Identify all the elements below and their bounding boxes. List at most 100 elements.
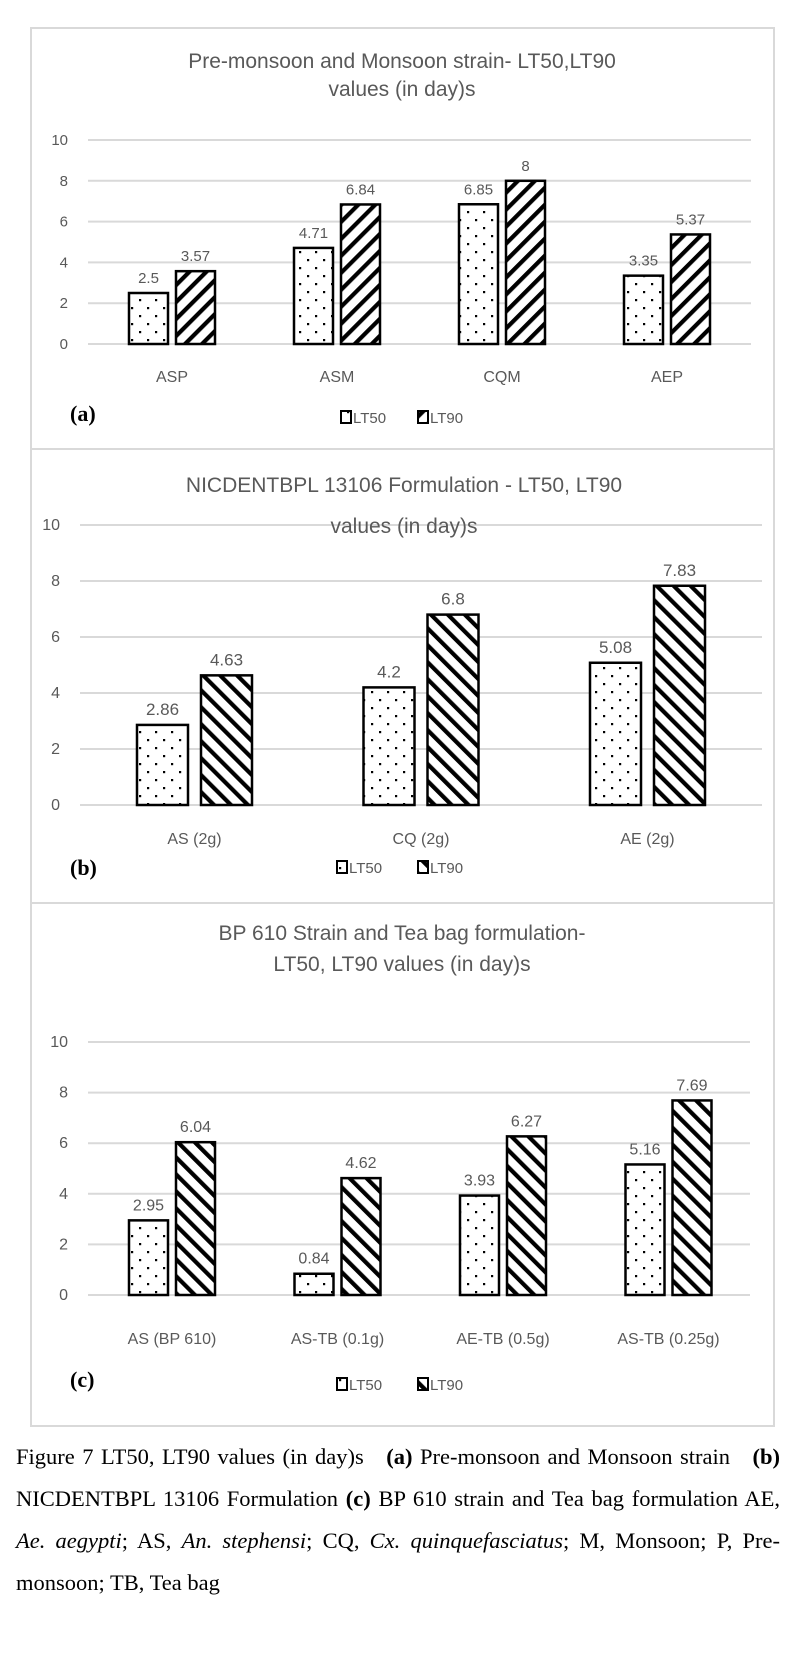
data-label: 6.84: [346, 181, 375, 198]
figure-caption: Figure 7 LT50, LT90 values (in day)s (a)…: [16, 1436, 780, 1604]
data-label: 8: [521, 158, 529, 175]
y-tick-label: 0: [59, 1287, 68, 1304]
x-category-label: ASP: [156, 369, 188, 386]
legend: LT50 LT90: [336, 860, 463, 877]
chart-title-line-2: LT50, LT90 values (in day)s: [273, 953, 530, 976]
bar-lt90: [669, 233, 712, 346]
y-tick-label: 0: [51, 797, 60, 814]
y-tick-label: 4: [60, 254, 68, 271]
y-tick-label: 6: [59, 1135, 68, 1152]
chart-title-line-2: values (in day)s: [330, 515, 477, 538]
legend-label-lt90: LT90: [430, 410, 463, 427]
data-label: 4.2: [377, 662, 401, 681]
legend: LT50 LT90: [336, 1377, 463, 1394]
figure-frame: [30, 27, 775, 1427]
chart-title-line-1: Pre-monsoon and Monsoon strain- LT50,LT9…: [188, 50, 616, 73]
bar-lt50: [624, 1163, 666, 1297]
panel-b-chart: NICDENTBPL 13106 Formulation - LT50, LT9…: [42, 474, 762, 880]
bar-lt90: [339, 203, 382, 346]
bar-lt50: [293, 1272, 335, 1297]
bar-lt50: [292, 246, 335, 346]
bar-lt50: [127, 291, 170, 346]
bar-lt90: [426, 613, 480, 807]
data-label: 6.04: [180, 1119, 211, 1136]
data-label: 2.5: [138, 270, 159, 287]
x-category-label: CQ (2g): [393, 831, 450, 848]
bar-lt50: [127, 1219, 170, 1297]
y-tick-label: 8: [51, 573, 60, 590]
data-label: 4.63: [210, 650, 243, 669]
data-label: 6.8: [441, 590, 465, 609]
bar-lt50: [457, 203, 500, 346]
y-tick-label: 10: [50, 1034, 68, 1051]
panel-label-c: (c): [70, 1367, 94, 1392]
data-label: 2.95: [133, 1197, 164, 1214]
caption-figure-title: Figure 7 LT50, LT90 values (in day)s: [16, 1444, 364, 1469]
caption-part-b-label: (b): [752, 1444, 781, 1469]
data-label: 7.83: [663, 561, 696, 580]
bar-lt90: [652, 584, 707, 807]
caption-part-b-text: NICDENTBPL 13106 Formulation: [16, 1486, 339, 1511]
y-tick-label: 10: [42, 517, 60, 534]
legend-swatch-lt90: [417, 860, 429, 874]
legend: LT50 LT90: [340, 410, 463, 427]
legend-label-lt90: LT90: [430, 1377, 463, 1394]
x-category-label: CQM: [483, 369, 520, 386]
y-tick-label: 2: [59, 1236, 68, 1253]
caption-species-cq: Cx. quinquefasciatus: [369, 1528, 563, 1553]
y-tick-label: 6: [60, 214, 68, 231]
y-tick-label: 10: [51, 132, 68, 149]
caption-rest: ; M, Monsoon; P, Pre-monsoon; TB, Tea ba…: [16, 1528, 781, 1595]
legend-label-lt90: LT90: [430, 860, 463, 877]
y-tick-label: 2: [60, 295, 68, 312]
caption-part-a-label: (a): [386, 1444, 413, 1469]
y-tick-label: 2: [51, 741, 60, 758]
figure-7-chart-panels: Pre-monsoon and Monsoon strain- LT50,LT9…: [30, 27, 775, 1427]
bar-lt90: [671, 1099, 713, 1297]
bar-lt50: [362, 686, 416, 807]
y-tick-label: 8: [60, 173, 68, 190]
data-label: 6.85: [464, 181, 493, 198]
bar-lt90: [505, 1135, 548, 1297]
caption-part-a-text: Pre-monsoon and Monsoon strain: [419, 1444, 730, 1469]
panel-c-chart: BP 610 Strain and Tea bag formulation- L…: [50, 922, 750, 1394]
legend-label-lt50: LT50: [353, 410, 386, 427]
legend-swatch-lt90: [417, 410, 429, 424]
chart-title-line-2: values (in day)s: [328, 78, 475, 101]
y-tick-label: 4: [51, 685, 60, 702]
chart-title-line-1: BP 610 Strain and Tea bag formulation-: [219, 922, 586, 945]
legend-swatch-lt50: [336, 1377, 348, 1391]
data-label: 4.62: [345, 1155, 376, 1172]
y-tick-label: 6: [51, 629, 60, 646]
data-label: 0.84: [298, 1251, 329, 1268]
data-label: 2.86: [146, 700, 179, 719]
data-label: 7.69: [676, 1077, 707, 1094]
caption-abbrev-as: ; AS,: [121, 1528, 172, 1553]
bar-lt90: [504, 179, 547, 346]
bar-lt50: [622, 274, 665, 346]
caption-species-as: An. stephensi: [181, 1528, 307, 1553]
caption-part-c-label: (c): [345, 1486, 371, 1511]
data-label: 5.08: [599, 638, 632, 657]
bar-lt50: [135, 723, 190, 807]
legend-swatch-lt50: [336, 860, 348, 874]
data-label: 4.71: [299, 225, 328, 242]
caption-species-ae: Ae. aegypti: [16, 1528, 122, 1553]
data-label: 5.16: [629, 1141, 660, 1158]
data-label: 6.27: [511, 1113, 542, 1130]
data-label: 3.93: [464, 1173, 495, 1190]
legend-label-lt50: LT50: [349, 1377, 382, 1394]
data-label: 3.35: [629, 253, 658, 270]
x-category-label: AE-TB (0.5g): [456, 1331, 549, 1348]
x-category-label: AS (BP 610): [128, 1331, 217, 1348]
bar-lt90: [340, 1176, 382, 1297]
bar-lt90: [174, 269, 217, 346]
y-tick-label: 8: [59, 1085, 68, 1102]
chart-title-line-1: NICDENTBPL 13106 Formulation - LT50, LT9…: [186, 474, 622, 497]
caption-part-c-text: BP 610 strain and Tea bag formulation AE…: [378, 1486, 781, 1511]
panel-label-a: (a): [70, 401, 96, 426]
legend-swatch-lt50: [340, 410, 352, 424]
caption-abbrev-cq: ; CQ,: [306, 1528, 360, 1553]
data-label: 5.37: [676, 211, 705, 228]
bar-lt90: [174, 1140, 217, 1297]
